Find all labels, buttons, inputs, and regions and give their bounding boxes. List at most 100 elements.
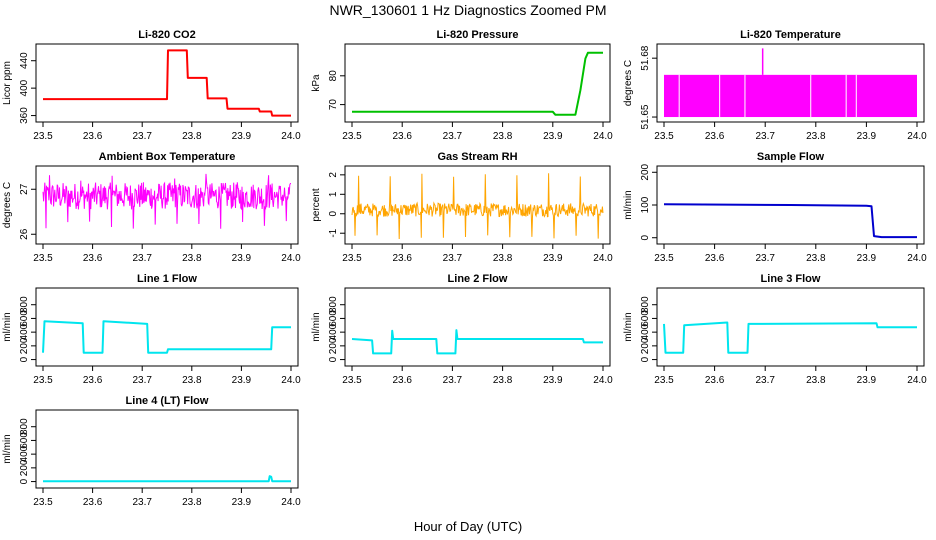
y-tick-label: 360 xyxy=(19,107,30,124)
panel-3: Li-820 Temperature degrees C 23.5 23.6 23.7 2… xyxy=(623,29,927,142)
x-tick-label: 23.8 xyxy=(182,253,202,264)
y-tick-label: 51.68 xyxy=(640,45,651,70)
plot-frame xyxy=(35,287,299,367)
panel-4: Ambient Box Temperature degrees C 23.5 23.6… xyxy=(2,151,301,264)
y-tick-label: 200 xyxy=(19,337,30,354)
panel-9: Line 3 Flow ml/min 23.5 23.6 23.7 23.8 23.9 24.… xyxy=(623,273,927,386)
x-tick-label: 23.7 xyxy=(443,131,463,142)
y-axis-label: percent xyxy=(311,188,322,222)
x-tick-label: 23.6 xyxy=(392,375,412,386)
x-tick-label: 23.7 xyxy=(132,131,152,142)
panel-1: Li-820 CO2 Licor ppm 23.5 23.6 23.7 23.8 23.9 2… xyxy=(2,29,301,142)
y-tick-label: 1 xyxy=(328,191,339,197)
plot-frame xyxy=(344,165,611,245)
y-axis-label: degrees C xyxy=(2,182,13,228)
y-tick-label: 400 xyxy=(19,445,30,462)
x-tick-label: 23.8 xyxy=(806,131,826,142)
series-line xyxy=(42,173,291,229)
x-tick-label: 23.6 xyxy=(83,131,103,142)
x-tick-label: 23.8 xyxy=(493,375,513,386)
panel-5: Gas Stream RH percent 23.5 23.6 23.7 23.8 23.9… xyxy=(311,151,613,264)
y-tick-label: 800 xyxy=(19,418,30,435)
y-axis-label: ml/min xyxy=(2,434,13,463)
x-tick-label: 23.8 xyxy=(806,253,826,264)
x-tick-label: 23.5 xyxy=(654,253,674,264)
panel-10: Line 4 (LT) Flow ml/min 23.5 23.6 23.7 23.8 23… xyxy=(2,395,301,508)
y-tick-label: 200 xyxy=(640,337,651,354)
y-tick-label: 0 xyxy=(19,478,30,484)
x-tick-label: 23.5 xyxy=(654,375,674,386)
panel-title: Gas Stream RH xyxy=(437,151,517,163)
x-tick-label: 24.0 xyxy=(593,131,613,142)
y-tick-label: 26 xyxy=(19,228,30,240)
x-tick-label: 23.6 xyxy=(392,131,412,142)
x-tick-label: 24.0 xyxy=(593,253,613,264)
series-line xyxy=(352,51,603,116)
x-tick-label: 23.8 xyxy=(493,253,513,264)
panel-title: Line 4 (LT) Flow xyxy=(126,395,209,407)
y-tick-label: 200 xyxy=(328,337,339,354)
x-tick-label: 23.6 xyxy=(705,131,725,142)
y-tick-label: 51.65 xyxy=(640,104,651,129)
y-tick-label: 80 xyxy=(328,70,339,82)
y-tick-label: 600 xyxy=(640,310,651,327)
x-tick-label: 23.6 xyxy=(83,253,103,264)
x-tick-label: 23.6 xyxy=(83,497,103,508)
y-tick-label: 600 xyxy=(328,310,339,327)
y-axis-label: degrees C xyxy=(623,60,634,106)
x-tick-label: 23.8 xyxy=(806,375,826,386)
x-tick-label: 23.7 xyxy=(132,375,152,386)
y-tick-label: 0 xyxy=(328,211,339,217)
x-tick-label: 24.0 xyxy=(281,253,301,264)
x-tick-label: 23.5 xyxy=(654,131,674,142)
panel-7: Line 1 Flow ml/min 23.5 23.6 23.7 23.8 23.9 24.… xyxy=(2,273,301,386)
y-tick-label: 400 xyxy=(328,323,339,340)
plot-frame xyxy=(656,43,925,123)
plot-frame xyxy=(35,43,299,123)
x-tick-label: 23.6 xyxy=(392,253,412,264)
y-tick-label: 600 xyxy=(19,310,30,327)
x-tick-label: 23.7 xyxy=(755,375,775,386)
x-tick-label: 23.6 xyxy=(705,253,725,264)
x-tick-label: 23.5 xyxy=(342,131,362,142)
x-tick-label: 24.0 xyxy=(907,253,927,264)
x-tick-label: 23.8 xyxy=(182,375,202,386)
plot-frame xyxy=(344,287,611,367)
x-tick-label: 23.7 xyxy=(443,253,463,264)
plot-frame xyxy=(35,165,299,245)
x-tick-label: 23.8 xyxy=(182,497,202,508)
x-tick-label: 23.5 xyxy=(33,131,53,142)
series-line xyxy=(351,329,603,355)
y-axis-label: ml/min xyxy=(311,312,322,341)
y-axis-label: ml/min xyxy=(623,190,634,219)
x-tick-label: 23.9 xyxy=(543,253,563,264)
x-tick-label: 23.7 xyxy=(755,131,775,142)
y-tick-label: 0 xyxy=(328,356,339,362)
x-tick-label: 24.0 xyxy=(281,497,301,508)
plot-frame xyxy=(656,287,925,367)
panel-2: Li-820 Pressure kPa 23.5 23.6 23.7 23.8 23.9 24… xyxy=(311,29,613,142)
panel-title: Line 3 Flow xyxy=(761,273,821,285)
x-tick-label: 23.9 xyxy=(232,497,252,508)
series-band xyxy=(664,74,917,118)
y-tick-label: 440 xyxy=(19,52,30,69)
panel-title: Li-820 Pressure xyxy=(437,29,519,41)
panel-6: Sample Flow ml/min 23.5 23.6 23.7 23.8 23.9 24.… xyxy=(623,151,927,264)
x-tick-label: 23.8 xyxy=(493,131,513,142)
x-tick-label: 23.9 xyxy=(857,375,877,386)
y-axis-label: ml/min xyxy=(2,312,13,341)
y-tick-label: 400 xyxy=(19,323,30,340)
x-tick-label: 23.5 xyxy=(342,253,362,264)
y-tick-label: 400 xyxy=(19,79,30,96)
series-line xyxy=(663,203,917,239)
y-tick-label: 2 xyxy=(328,172,339,178)
y-axis-label: Licor ppm xyxy=(2,61,13,105)
y-tick-label: 600 xyxy=(19,432,30,449)
y-tick-label: 200 xyxy=(640,163,651,180)
x-tick-label: 23.5 xyxy=(33,375,53,386)
x-tick-label: 23.9 xyxy=(543,375,563,386)
plot-frame xyxy=(35,409,299,489)
y-tick-label: 400 xyxy=(640,323,651,340)
series-line xyxy=(42,320,291,354)
